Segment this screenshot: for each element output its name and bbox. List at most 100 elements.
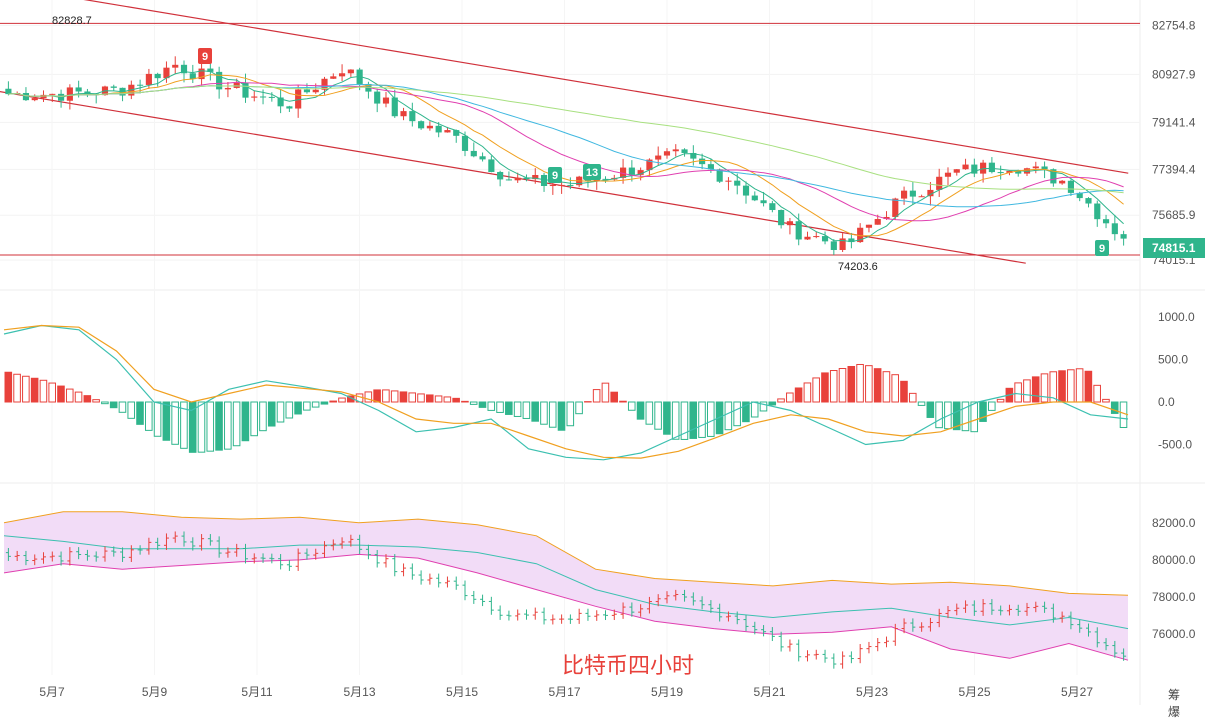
candle-body	[234, 83, 240, 88]
signal-badge-label: 9	[1099, 243, 1105, 255]
macd-histogram-bar	[989, 402, 996, 410]
candle-body	[295, 89, 301, 108]
x-tick-label: 5月11	[241, 685, 272, 699]
x-tick-label: 5月27	[1061, 685, 1093, 699]
y-tick-label: 79141.4	[1152, 115, 1196, 129]
macd-histogram-bar	[848, 366, 855, 402]
high-label: 82828.7	[52, 15, 92, 27]
macd-histogram-bar	[225, 402, 232, 449]
x-tick-label: 5月15	[446, 685, 478, 699]
candle-body	[137, 85, 143, 86]
candle-body	[172, 65, 178, 68]
candle-body	[1085, 198, 1091, 203]
macd-histogram-bar	[295, 402, 302, 414]
macd-histogram-bar	[971, 402, 978, 432]
macd-histogram-bar	[769, 402, 776, 405]
macd-histogram-bar	[637, 402, 644, 419]
macd-histogram-bar	[576, 402, 583, 414]
macd-histogram-bar	[1024, 380, 1031, 402]
macd-histogram-bar	[154, 402, 161, 436]
macd-histogram-bar	[339, 398, 346, 402]
macd-histogram-bar	[1076, 369, 1083, 402]
macd-histogram-bar	[321, 402, 328, 404]
candle-body	[804, 237, 810, 240]
candle-body	[409, 111, 415, 121]
macd-histogram-bar	[857, 364, 864, 402]
macd-histogram-bar	[462, 401, 469, 402]
candle-body	[919, 196, 925, 197]
macd-histogram-bar	[672, 402, 679, 439]
macd-histogram-bar	[927, 402, 934, 417]
candle-body	[945, 173, 951, 177]
candle-body	[778, 210, 784, 225]
macd-histogram-bar	[839, 369, 846, 402]
macd-histogram-bar	[409, 393, 416, 402]
macd-histogram-bar	[128, 402, 135, 418]
macd-histogram-bar	[198, 402, 205, 452]
candle-body	[286, 106, 292, 108]
macd-histogram-bar	[997, 399, 1004, 402]
candle-body	[471, 151, 477, 156]
boll-y-tick: 78000.0	[1152, 590, 1196, 604]
candle-body	[251, 96, 257, 97]
x-tick-label: 5月13	[343, 685, 375, 699]
moving-average-line	[8, 85, 1123, 207]
macd-y-tick: 500.0	[1158, 353, 1188, 367]
macd-histogram-bar	[901, 381, 908, 402]
macd-histogram-bar	[593, 390, 600, 402]
candle-body	[664, 151, 670, 155]
macd-histogram-bar	[488, 402, 495, 410]
candle-body	[1103, 219, 1109, 223]
candle-body	[23, 93, 29, 100]
annotation-layer: 82828.7 74203.6 74815.1	[52, 15, 1205, 273]
candle-body	[155, 74, 161, 78]
macd-histogram-bar	[216, 402, 223, 450]
macd-histogram-bar	[286, 402, 293, 418]
macd-histogram-bar	[75, 392, 82, 402]
signal-badge-label: 13	[586, 167, 598, 179]
macd-histogram-bar	[453, 398, 460, 402]
macd-histogram-bar	[1094, 385, 1101, 402]
macd-histogram-bar	[751, 402, 758, 417]
candle-body	[1112, 223, 1118, 234]
candle-body	[813, 236, 819, 237]
low-label: 74203.6	[838, 261, 878, 273]
macd-histogram-bar	[110, 402, 117, 408]
macd-histogram-bar	[892, 375, 899, 402]
macd-histogram-bar	[1111, 402, 1118, 413]
candle-body	[769, 203, 775, 210]
candle-body	[67, 87, 73, 100]
macd-histogram-bar	[427, 395, 434, 402]
candle-body	[436, 126, 442, 133]
candle-body	[348, 70, 354, 74]
y-tick-label: 77394.4	[1152, 162, 1196, 176]
macd-histogram-bar	[119, 402, 126, 412]
macd-histogram-bar	[523, 402, 530, 418]
candle-body	[383, 98, 389, 104]
macd-histogram-bar	[146, 402, 153, 430]
candle-body	[339, 73, 345, 76]
candle-body	[5, 89, 11, 94]
macd-histogram-bar	[277, 402, 284, 422]
macd-histogram-bar	[330, 401, 337, 402]
candle-body	[418, 121, 424, 128]
y-tick-label: 75685.9	[1152, 208, 1196, 222]
x-tick-label: 5月23	[856, 685, 888, 699]
candle-body	[269, 97, 275, 98]
candle-body	[673, 149, 679, 151]
macd-histogram-bar	[611, 392, 618, 402]
macd-panel	[4, 326, 1128, 460]
macd-histogram-bar	[708, 402, 715, 436]
candle-body	[936, 177, 942, 190]
price-tag: 74815.1	[1152, 241, 1196, 255]
candle-body	[787, 221, 793, 225]
macd-histogram-bar	[163, 402, 170, 440]
macd-histogram-bar	[787, 393, 794, 402]
bollinger-panel	[4, 512, 1128, 669]
macd-histogram-bar	[1015, 383, 1022, 402]
y-tick-label: 82754.8	[1152, 18, 1196, 32]
macd-histogram-bar	[470, 402, 477, 404]
macd-histogram-bar	[778, 399, 785, 402]
